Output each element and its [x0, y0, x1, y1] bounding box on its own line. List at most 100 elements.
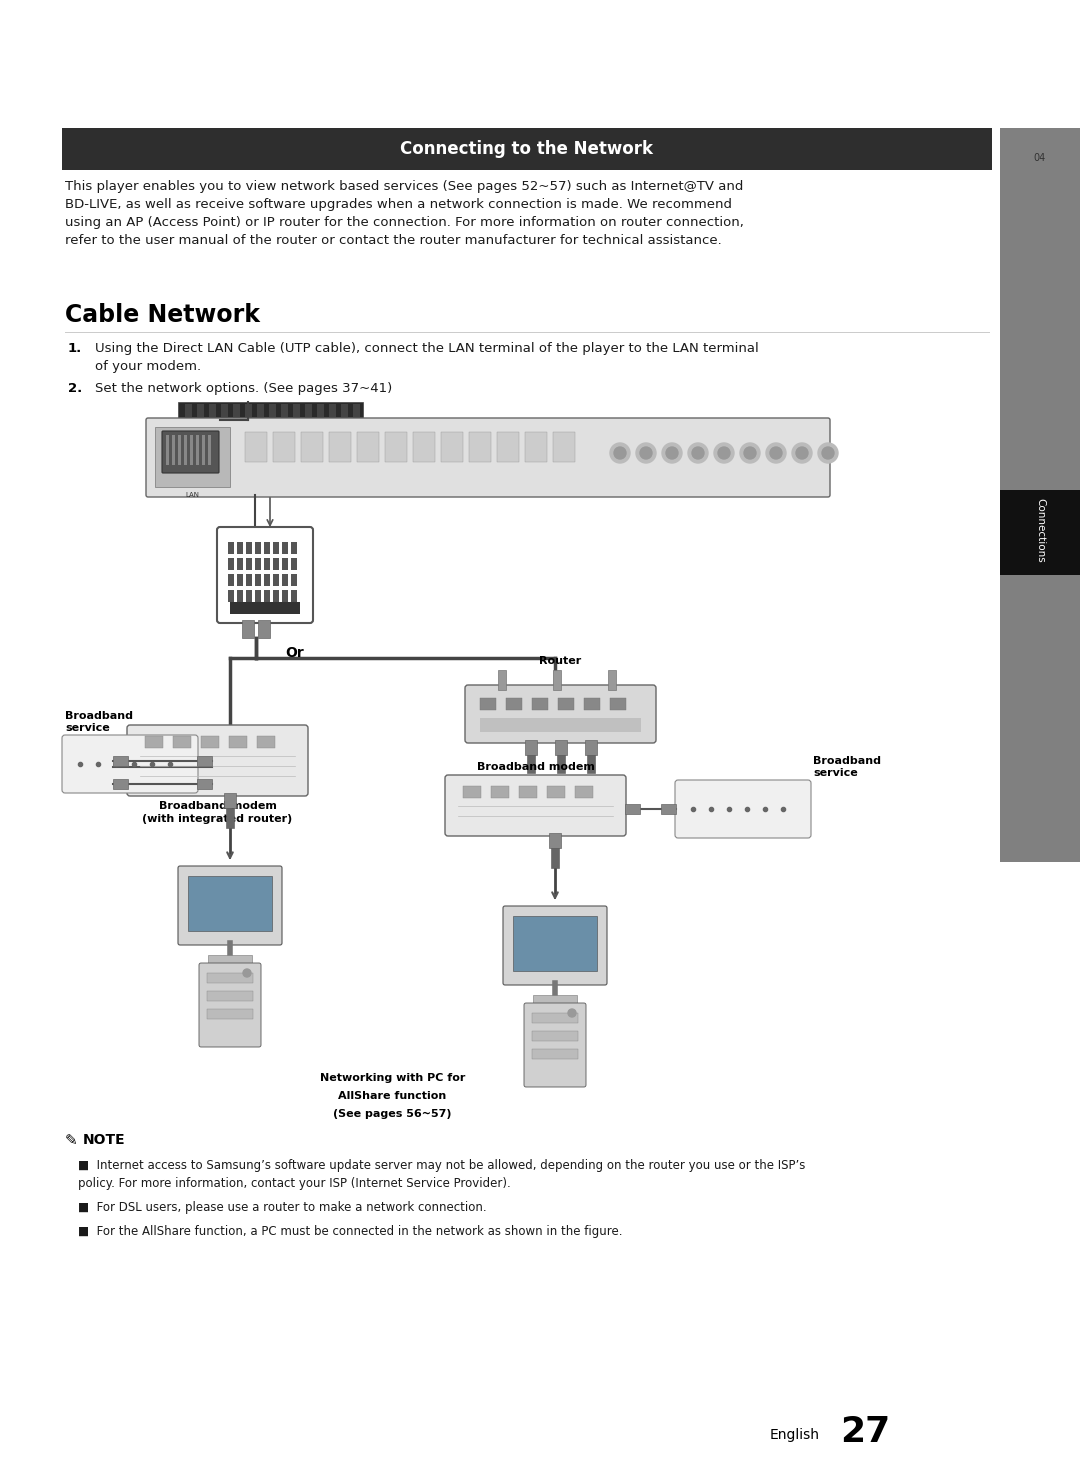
Bar: [237, 558, 243, 570]
Bar: [551, 848, 559, 868]
Circle shape: [615, 448, 626, 459]
Bar: [586, 755, 594, 772]
Bar: [188, 876, 272, 931]
Bar: [166, 436, 168, 465]
Bar: [329, 405, 336, 417]
Bar: [208, 956, 252, 963]
Circle shape: [666, 448, 678, 459]
Bar: [534, 995, 577, 1003]
Text: Connections: Connections: [1035, 498, 1045, 563]
Bar: [497, 431, 519, 462]
Bar: [282, 558, 288, 570]
FancyBboxPatch shape: [445, 775, 626, 836]
Bar: [62, 128, 993, 170]
Bar: [237, 589, 243, 603]
Circle shape: [610, 443, 630, 462]
Text: Networking with PC for: Networking with PC for: [320, 1072, 465, 1083]
Text: AllShare function: AllShare function: [338, 1092, 447, 1100]
Circle shape: [740, 443, 760, 462]
Bar: [357, 431, 379, 462]
Circle shape: [714, 443, 734, 462]
Bar: [282, 589, 288, 603]
FancyBboxPatch shape: [127, 725, 308, 796]
Text: Broadband
service: Broadband service: [813, 756, 881, 778]
Text: NOTE: NOTE: [83, 1133, 125, 1148]
Bar: [207, 973, 253, 984]
Text: LAN: LAN: [185, 492, 199, 498]
Text: Cable Network: Cable Network: [65, 303, 260, 326]
Text: English: English: [770, 1428, 820, 1442]
Bar: [229, 736, 247, 747]
Bar: [178, 436, 181, 465]
FancyBboxPatch shape: [465, 685, 656, 743]
FancyBboxPatch shape: [199, 963, 261, 1047]
Bar: [230, 603, 300, 614]
Bar: [246, 575, 252, 586]
FancyBboxPatch shape: [146, 418, 831, 496]
Bar: [282, 575, 288, 586]
Bar: [661, 803, 676, 814]
Bar: [245, 431, 267, 462]
Bar: [553, 431, 575, 462]
Bar: [525, 740, 537, 755]
Circle shape: [243, 969, 251, 976]
Bar: [228, 575, 234, 586]
Bar: [197, 778, 212, 789]
Bar: [178, 402, 363, 419]
Bar: [197, 405, 204, 417]
Bar: [353, 405, 360, 417]
Bar: [532, 1031, 578, 1041]
Text: 1.: 1.: [68, 343, 82, 354]
FancyBboxPatch shape: [503, 905, 607, 985]
Bar: [291, 558, 297, 570]
Bar: [293, 405, 300, 417]
Bar: [245, 405, 252, 417]
FancyBboxPatch shape: [524, 1003, 586, 1087]
Bar: [237, 542, 243, 554]
Bar: [264, 558, 270, 570]
Text: Broadband modem: Broadband modem: [476, 762, 594, 772]
Bar: [228, 589, 234, 603]
Bar: [491, 786, 509, 798]
Bar: [207, 1009, 253, 1019]
Bar: [237, 575, 243, 586]
Bar: [301, 431, 323, 462]
Bar: [480, 699, 496, 710]
Bar: [255, 558, 261, 570]
Text: ■  Internet access to Samsung’s software update server may not be allowed, depen: ■ Internet access to Samsung’s software …: [78, 1159, 806, 1190]
Bar: [185, 405, 192, 417]
Bar: [210, 405, 216, 417]
Bar: [273, 558, 279, 570]
Bar: [625, 803, 640, 814]
Text: (See pages 56~57): (See pages 56~57): [334, 1109, 451, 1120]
Circle shape: [640, 448, 652, 459]
Circle shape: [718, 448, 730, 459]
Bar: [291, 575, 297, 586]
Bar: [246, 589, 252, 603]
Bar: [1000, 490, 1080, 575]
Bar: [246, 558, 252, 570]
Circle shape: [770, 448, 782, 459]
Bar: [173, 736, 191, 747]
Bar: [255, 542, 261, 554]
Text: ■  For the AllShare function, a PC must be connected in the network as shown in : ■ For the AllShare function, a PC must b…: [78, 1224, 622, 1238]
Bar: [228, 542, 234, 554]
Circle shape: [766, 443, 786, 462]
Text: Using the Direct LAN Cable (UTP cable), connect the LAN terminal of the player t: Using the Direct LAN Cable (UTP cable), …: [95, 343, 759, 374]
Bar: [264, 542, 270, 554]
Bar: [532, 699, 548, 710]
Circle shape: [688, 443, 708, 462]
Bar: [291, 589, 297, 603]
Bar: [463, 786, 481, 798]
Circle shape: [568, 1009, 576, 1018]
Bar: [228, 558, 234, 570]
Bar: [282, 542, 288, 554]
Text: This player enables you to view network based services (See pages 52~57) such as: This player enables you to view network …: [65, 180, 744, 247]
Bar: [224, 793, 237, 808]
Bar: [207, 991, 253, 1001]
Bar: [341, 405, 348, 417]
Bar: [257, 405, 264, 417]
Text: Broadband modem
(with integrated router): Broadband modem (with integrated router): [143, 801, 293, 824]
Bar: [575, 786, 593, 798]
Bar: [527, 755, 535, 772]
